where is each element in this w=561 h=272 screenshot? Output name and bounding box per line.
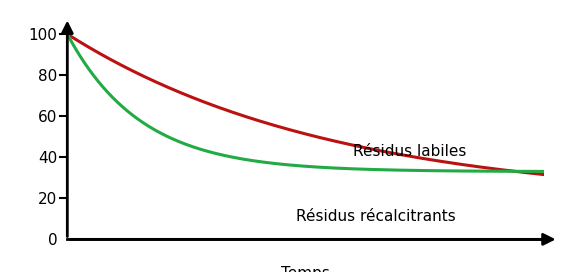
- Text: Résidus récalcitrants: Résidus récalcitrants: [296, 209, 456, 224]
- Text: Résidus labiles: Résidus labiles: [353, 144, 467, 159]
- Text: Temps: Temps: [281, 266, 330, 272]
